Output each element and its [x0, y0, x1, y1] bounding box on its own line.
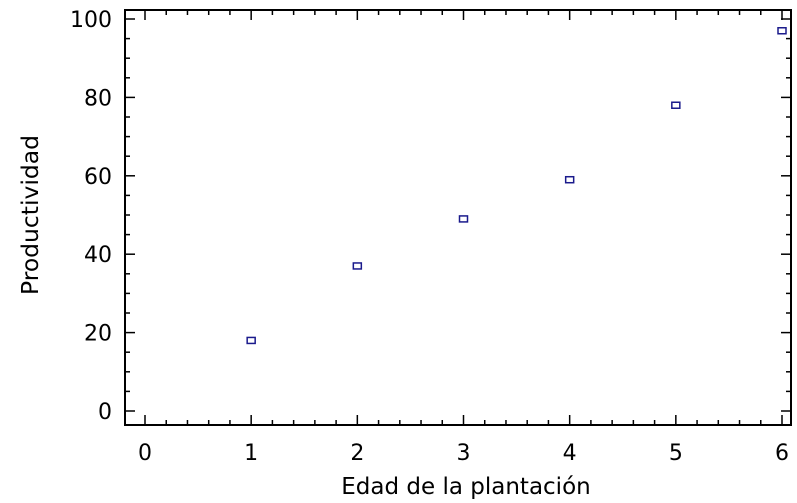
- x-tick-label: 1: [244, 441, 258, 466]
- x-tick-label: 2: [350, 441, 364, 466]
- x-tick-label: 3: [457, 441, 471, 466]
- y-axis-ticks: [125, 18, 791, 412]
- x-tick-label: 0: [138, 441, 152, 466]
- data-point: [246, 336, 256, 345]
- data-points: [246, 27, 787, 345]
- y-tick-label: 40: [84, 243, 112, 268]
- y-axis-tick-labels: 0 20 40 60 80 100: [70, 8, 112, 425]
- y-axis-title: Productividad: [18, 135, 44, 295]
- y-tick-label: 60: [84, 165, 112, 190]
- data-point: [777, 27, 787, 35]
- x-tick-label: 6: [775, 441, 789, 466]
- y-tick-label: 0: [98, 400, 112, 425]
- data-point: [564, 175, 575, 184]
- x-axis-tick-labels: 0 1 2 3 4 5 6: [138, 441, 789, 466]
- data-point: [352, 262, 363, 270]
- plot-area-frame: [124, 9, 792, 426]
- data-point: [458, 215, 469, 223]
- x-axis-ticks: [144, 10, 783, 425]
- data-point: [671, 101, 681, 109]
- y-tick-label: 100: [70, 8, 112, 33]
- x-axis-title: Edad de la plantación: [341, 474, 590, 500]
- x-tick-label: 4: [563, 441, 577, 466]
- x-tick-label: 5: [669, 441, 683, 466]
- y-tick-label: 20: [84, 322, 112, 347]
- y-tick-label: 80: [84, 86, 112, 111]
